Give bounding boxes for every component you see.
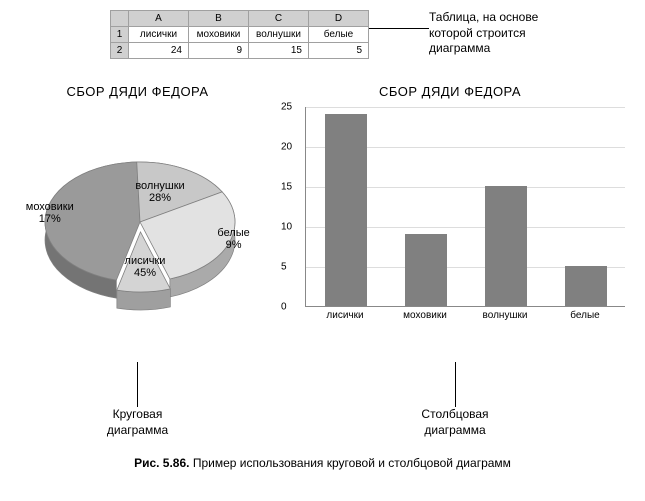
pie-slice-label: моховики: [26, 201, 74, 213]
pie-slice-pct: 17%: [39, 213, 61, 225]
y-tick-label: 5: [281, 262, 287, 273]
connector-line: [369, 28, 429, 29]
pie-slice-label: белые: [217, 227, 249, 239]
bar: [565, 266, 607, 306]
value-cell: 9: [189, 43, 249, 59]
x-tick-label: волнушки: [465, 310, 545, 321]
col-header: B: [189, 11, 249, 27]
data-table: A B C D 1 лисички моховики волнушки белы…: [110, 10, 369, 59]
x-tick-label: белые: [545, 310, 625, 321]
bar-chart-box: СБОР ДЯДИ ФЕДОРА 0510152025 лисичкимохов…: [275, 84, 625, 352]
header-cell: волнушки: [249, 27, 309, 43]
annot-line: Таблица, на основе: [429, 10, 538, 24]
value-cell: 24: [129, 43, 189, 59]
y-tick-label: 20: [281, 142, 292, 153]
pie-slice-pct: 9%: [226, 239, 242, 251]
bar-annotation: Столбцовая диаграмма: [295, 362, 615, 438]
value-cell: 5: [309, 43, 369, 59]
table-annotation: Таблица, на основе которой строится диаг…: [429, 10, 538, 57]
table-corner: [111, 11, 129, 27]
connector-line: [137, 362, 138, 407]
y-tick-label: 25: [281, 102, 292, 113]
pie-slice-label: лисички: [125, 255, 166, 267]
annot-line: диаграмма: [429, 41, 490, 55]
col-header: A: [129, 11, 189, 27]
value-cell: 15: [249, 43, 309, 59]
bar: [325, 114, 367, 306]
annot-line: Круговая: [113, 407, 163, 421]
row-header: 1: [111, 27, 129, 43]
bar: [405, 234, 447, 306]
header-cell: белые: [309, 27, 369, 43]
pie-chart: лисички 45% моховики 17% волнушки 28% белые…: [10, 107, 265, 332]
figure-caption: Рис. 5.86. Пример использования круговой…: [10, 456, 635, 470]
caption-text: Пример использования круговой и столбцов…: [189, 456, 510, 470]
caption-bold: Рис. 5.86.: [134, 456, 189, 470]
connector-line: [455, 362, 456, 407]
bar-title: СБОР ДЯДИ ФЕДОРА: [275, 84, 625, 99]
row-header: 2: [111, 43, 129, 59]
x-tick-label: моховики: [385, 310, 465, 321]
pie-slice-label: волнушки: [135, 180, 184, 192]
bar: [485, 186, 527, 306]
pie-annotation: Круговая диаграмма: [10, 362, 265, 438]
pie-slice-pct: 28%: [149, 192, 171, 204]
y-tick-label: 10: [281, 222, 292, 233]
annot-line: Столбцовая: [421, 407, 488, 421]
y-tick-label: 15: [281, 182, 292, 193]
col-header: D: [309, 11, 369, 27]
pie-chart-box: СБОР ДЯДИ ФЕДОРА лисички 45% моховики 17%…: [10, 84, 265, 352]
bar-chart: 0510152025: [305, 107, 625, 307]
pie-slice-pct: 45%: [134, 267, 156, 279]
y-tick-label: 0: [281, 302, 287, 313]
pie-title: СБОР ДЯДИ ФЕДОРА: [10, 84, 265, 99]
annot-line: диаграмма: [424, 423, 485, 437]
header-cell: моховики: [189, 27, 249, 43]
gridline: [306, 107, 625, 108]
annot-line: которой строится: [429, 26, 526, 40]
x-tick-label: лисички: [305, 310, 385, 321]
col-header: C: [249, 11, 309, 27]
header-cell: лисички: [129, 27, 189, 43]
annot-line: диаграмма: [107, 423, 168, 437]
